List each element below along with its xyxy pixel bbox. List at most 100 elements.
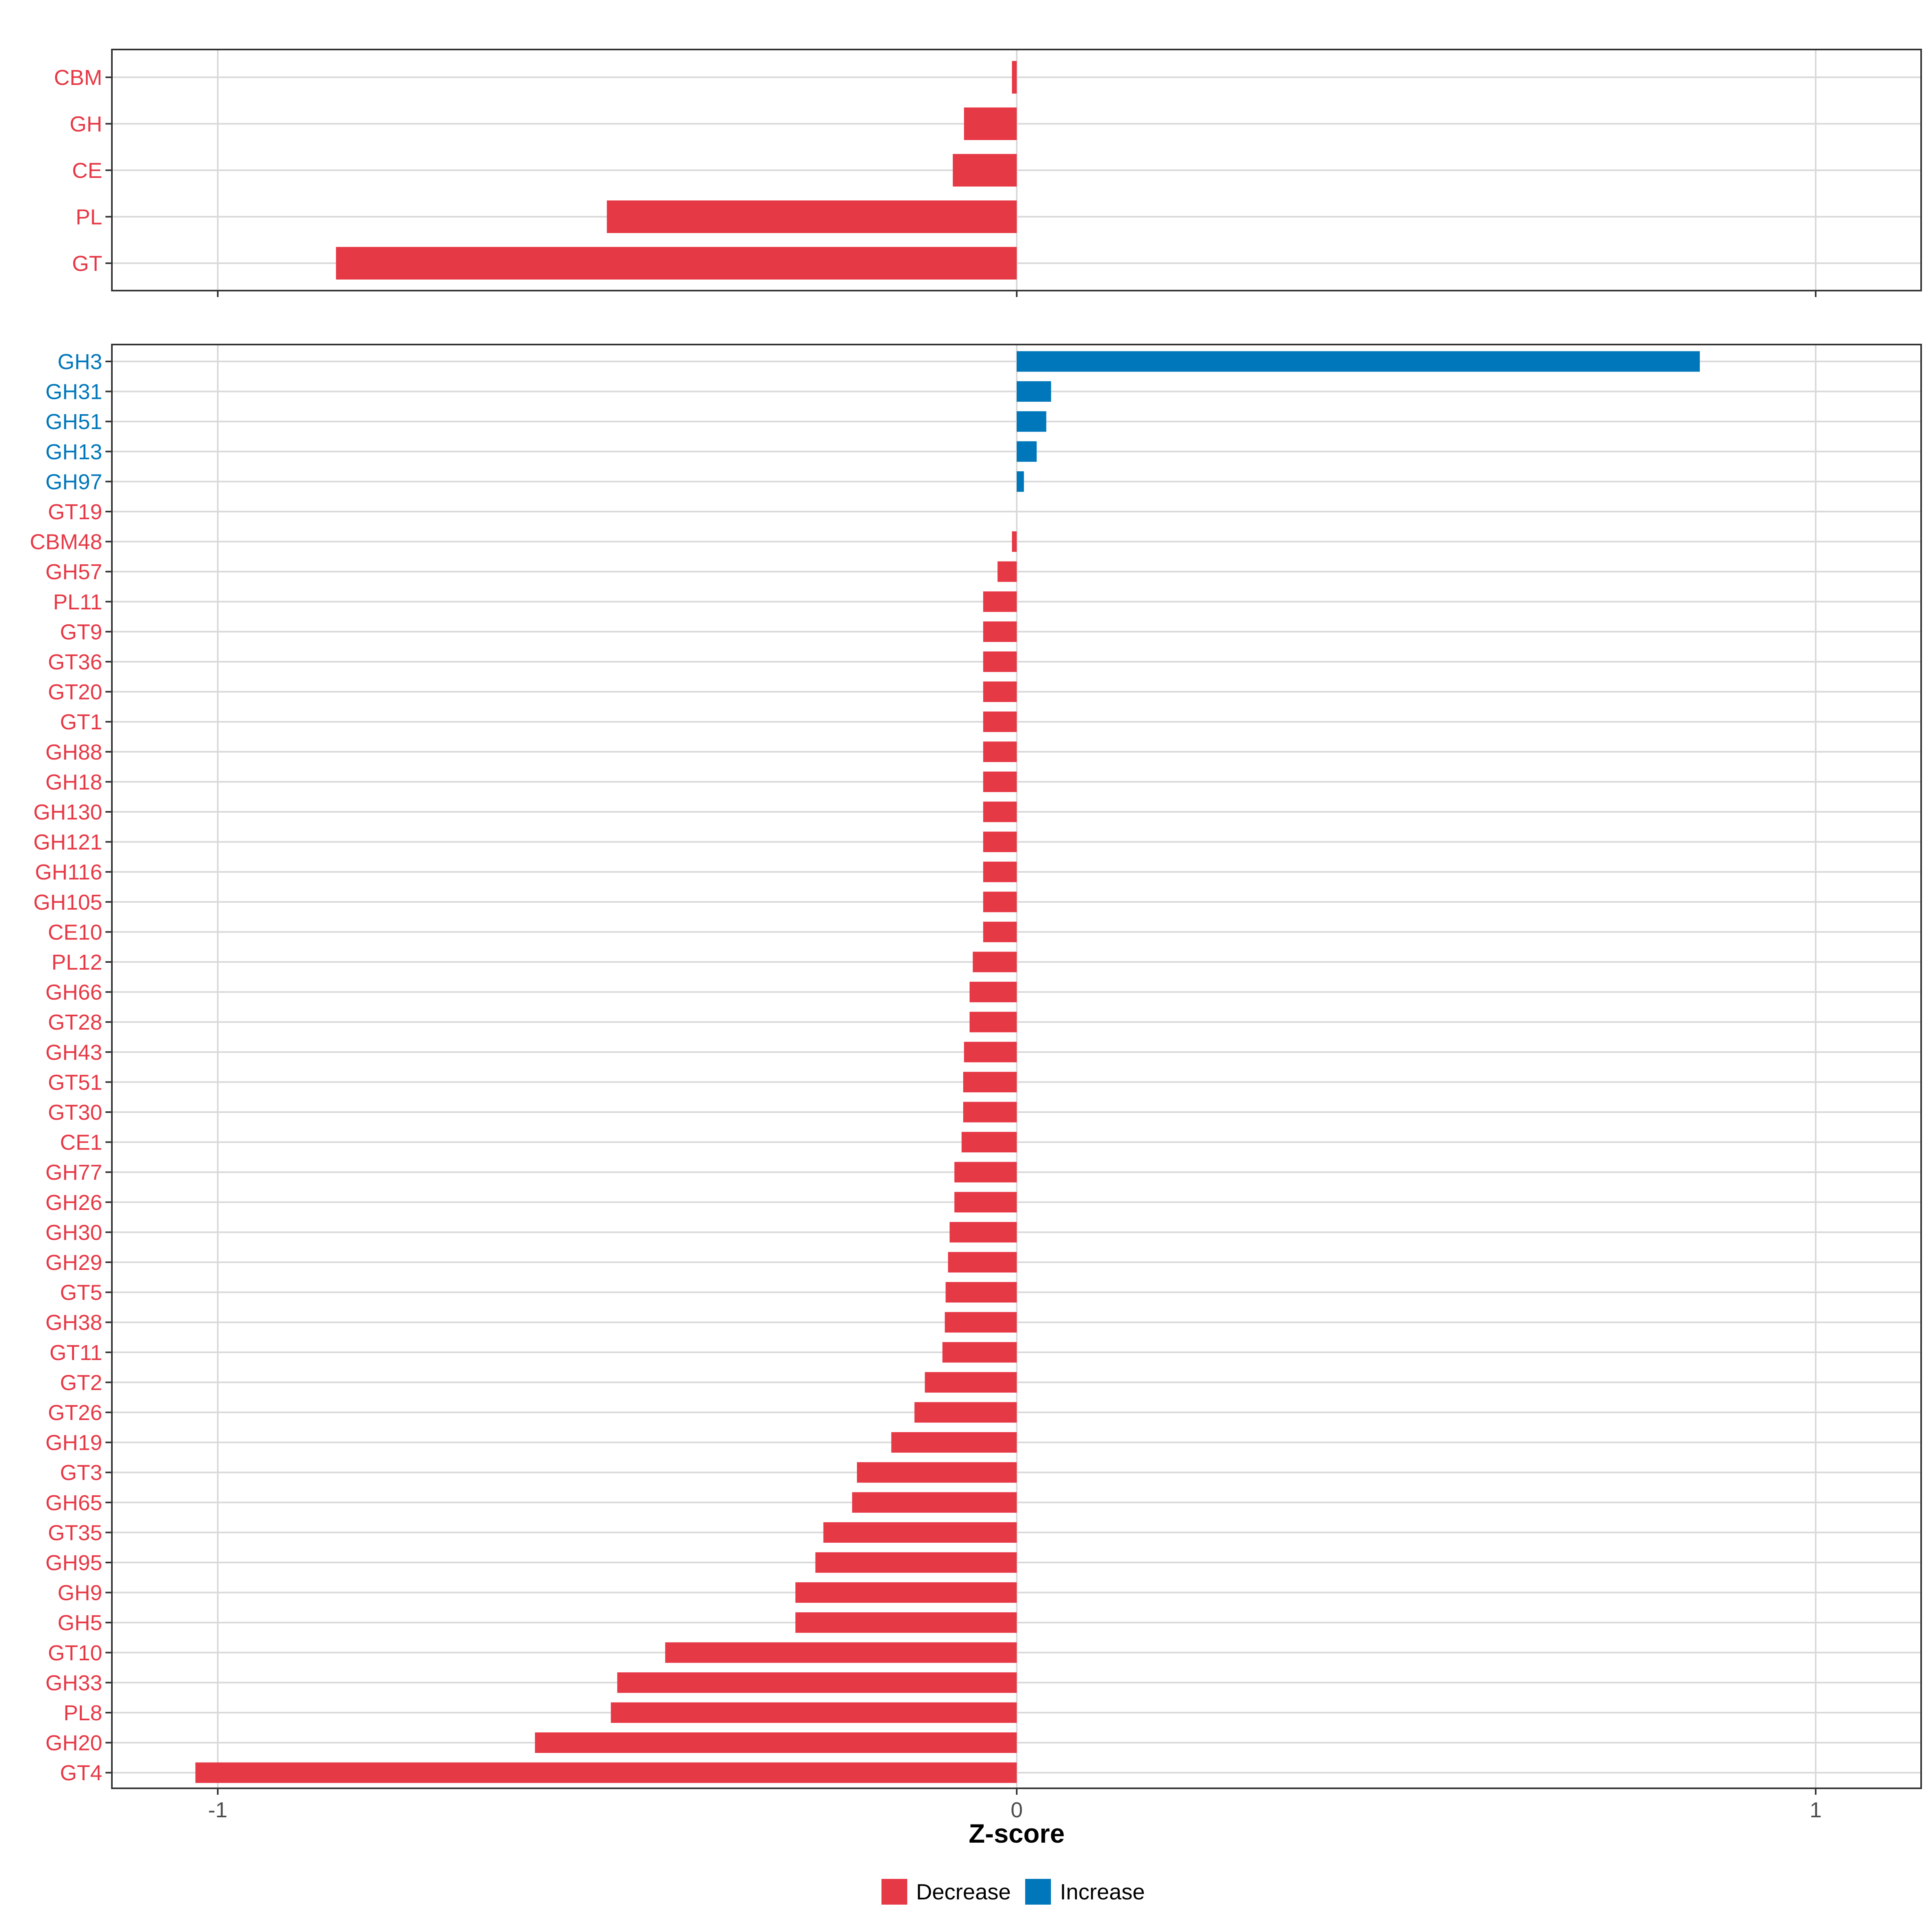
bar-subfamily-gt2 bbox=[925, 1372, 1017, 1393]
bar-family-cbm bbox=[1012, 61, 1017, 94]
category-label-subfamily-gh121: GH121 bbox=[33, 830, 102, 855]
category-label-subfamily-gt35: GT35 bbox=[48, 1521, 102, 1545]
category-label-subfamily-gh30: GH30 bbox=[45, 1220, 102, 1245]
category-label-subfamily-pl8: PL8 bbox=[64, 1701, 102, 1725]
category-label-subfamily-gh88: GH88 bbox=[45, 740, 102, 764]
category-label-subfamily-gt5: GT5 bbox=[60, 1281, 102, 1305]
legend: Decrease Increase bbox=[881, 1878, 1159, 1906]
category-label-subfamily-gt2: GT2 bbox=[60, 1371, 102, 1395]
bar-subfamily-gh95 bbox=[815, 1552, 1017, 1573]
category-label-subfamily-gt36: GT36 bbox=[48, 650, 102, 674]
category-label-subfamily-gt1: GT1 bbox=[60, 710, 102, 734]
category-label-subfamily-gt3: GT3 bbox=[60, 1461, 102, 1485]
category-label-subfamily-gt30: GT30 bbox=[48, 1100, 102, 1125]
bar-subfamily-gh97 bbox=[1017, 471, 1024, 492]
bar-family-ce bbox=[953, 154, 1017, 187]
bar-subfamily-gh30 bbox=[949, 1222, 1017, 1243]
category-label-subfamily-gh65: GH65 bbox=[45, 1491, 102, 1515]
bar-subfamily-gh19 bbox=[891, 1432, 1017, 1453]
x-tick-label-1: 0 bbox=[1011, 1798, 1023, 1822]
category-label-subfamily-gh31: GH31 bbox=[45, 380, 102, 404]
category-label-subfamily-gh18: GH18 bbox=[45, 770, 102, 794]
category-label-subfamily-gh77: GH77 bbox=[45, 1160, 102, 1185]
legend-swatch-decrease bbox=[881, 1879, 907, 1905]
category-label-family-pl: PL bbox=[76, 205, 102, 229]
bar-subfamily-gt10 bbox=[665, 1642, 1017, 1663]
category-label-subfamily-gh29: GH29 bbox=[45, 1251, 102, 1275]
bar-subfamily-gt20 bbox=[983, 681, 1017, 702]
bar-subfamily-gt3 bbox=[857, 1462, 1017, 1483]
bar-subfamily-ce10 bbox=[983, 921, 1017, 942]
legend-swatch-increase bbox=[1025, 1879, 1051, 1905]
bar-subfamily-gh121 bbox=[983, 832, 1017, 852]
x-tick-label-2: 1 bbox=[1810, 1798, 1822, 1822]
bar-subfamily-gt11 bbox=[942, 1342, 1017, 1363]
bar-subfamily-ce1 bbox=[962, 1132, 1017, 1153]
category-label-subfamily-gh116: GH116 bbox=[35, 860, 102, 884]
category-label-family-ce: CE bbox=[72, 159, 102, 183]
x-axis-title: Z-score bbox=[969, 1818, 1065, 1848]
bar-subfamily-gh116 bbox=[983, 861, 1017, 882]
bar-subfamily-gh33 bbox=[617, 1672, 1017, 1693]
bar-subfamily-gh66 bbox=[969, 982, 1017, 1003]
bar-subfamily-gh26 bbox=[954, 1192, 1017, 1213]
bar-subfamily-gt1 bbox=[983, 711, 1017, 732]
bar-subfamily-gt5 bbox=[945, 1282, 1017, 1303]
bar-subfamily-gh57 bbox=[997, 561, 1017, 582]
bar-subfamily-gt26 bbox=[914, 1402, 1017, 1423]
category-label-subfamily-gh66: GH66 bbox=[45, 980, 102, 1005]
category-label-subfamily-pl11: PL11 bbox=[53, 590, 102, 614]
category-label-family-gh: GH bbox=[70, 112, 102, 136]
bar-subfamily-cbm48 bbox=[1012, 531, 1017, 552]
bar-subfamily-gh5 bbox=[795, 1612, 1017, 1633]
category-label-subfamily-gh97: GH97 bbox=[45, 470, 102, 494]
category-label-subfamily-gh5: GH5 bbox=[58, 1611, 102, 1635]
bar-subfamily-gt28 bbox=[969, 1011, 1017, 1032]
bar-subfamily-gt9 bbox=[983, 621, 1017, 642]
category-label-subfamily-gt11: GT11 bbox=[50, 1341, 102, 1365]
bar-subfamily-pl12 bbox=[972, 952, 1017, 972]
category-label-subfamily-gh19: GH19 bbox=[45, 1431, 102, 1455]
category-label-subfamily-gh3: GH3 bbox=[58, 350, 102, 374]
bar-subfamily-gh18 bbox=[983, 771, 1017, 792]
bar-subfamily-gt51 bbox=[963, 1071, 1017, 1092]
category-label-subfamily-gh43: GH43 bbox=[45, 1040, 102, 1065]
bar-family-pl bbox=[607, 200, 1017, 233]
bar-subfamily-gh31 bbox=[1017, 381, 1051, 402]
bar-subfamily-gt30 bbox=[963, 1102, 1017, 1123]
bar-subfamily-gh20 bbox=[535, 1732, 1017, 1753]
category-label-subfamily-gt19: GT19 bbox=[48, 500, 102, 524]
legend-label-decrease: Decrease bbox=[916, 1879, 1011, 1904]
bar-subfamily-gh65 bbox=[852, 1492, 1017, 1513]
category-label-subfamily-gh20: GH20 bbox=[45, 1731, 102, 1755]
category-label-subfamily-gh33: GH33 bbox=[45, 1671, 102, 1695]
bar-subfamily-gh9 bbox=[795, 1582, 1017, 1603]
category-label-subfamily-ce10: CE10 bbox=[48, 920, 102, 944]
bar-subfamily-gh105 bbox=[983, 892, 1017, 912]
bar-subfamily-gh51 bbox=[1017, 411, 1046, 432]
legend-label-increase: Increase bbox=[1060, 1879, 1145, 1904]
category-label-subfamily-gh26: GH26 bbox=[45, 1191, 102, 1215]
x-tick-label-0: -1 bbox=[208, 1798, 227, 1822]
bar-subfamily-gh38 bbox=[945, 1312, 1017, 1333]
category-label-subfamily-gt28: GT28 bbox=[48, 1010, 102, 1034]
bar-family-gt bbox=[336, 247, 1017, 280]
category-label-subfamily-gh105: GH105 bbox=[33, 890, 102, 914]
category-label-subfamily-cbm48: CBM48 bbox=[30, 530, 102, 554]
category-label-family-cbm: CBM bbox=[54, 66, 102, 90]
category-label-subfamily-gt4: GT4 bbox=[60, 1761, 102, 1785]
bar-subfamily-gt36 bbox=[983, 651, 1017, 672]
bar-subfamily-gt4 bbox=[195, 1762, 1017, 1783]
category-label-family-gt: GT bbox=[72, 252, 102, 276]
category-label-subfamily-gh13: GH13 bbox=[45, 440, 102, 464]
category-label-subfamily-gh51: GH51 bbox=[45, 410, 102, 434]
bar-subfamily-gh13 bbox=[1017, 441, 1037, 462]
category-label-subfamily-gh38: GH38 bbox=[45, 1311, 102, 1335]
category-label-subfamily-gh57: GH57 bbox=[45, 560, 102, 584]
category-label-subfamily-gh9: GH9 bbox=[58, 1581, 102, 1605]
category-label-subfamily-gt51: GT51 bbox=[48, 1070, 102, 1094]
bar-subfamily-gt35 bbox=[823, 1522, 1017, 1543]
category-label-subfamily-gh95: GH95 bbox=[45, 1551, 102, 1575]
legend-item-decrease: Decrease bbox=[881, 1879, 1011, 1905]
